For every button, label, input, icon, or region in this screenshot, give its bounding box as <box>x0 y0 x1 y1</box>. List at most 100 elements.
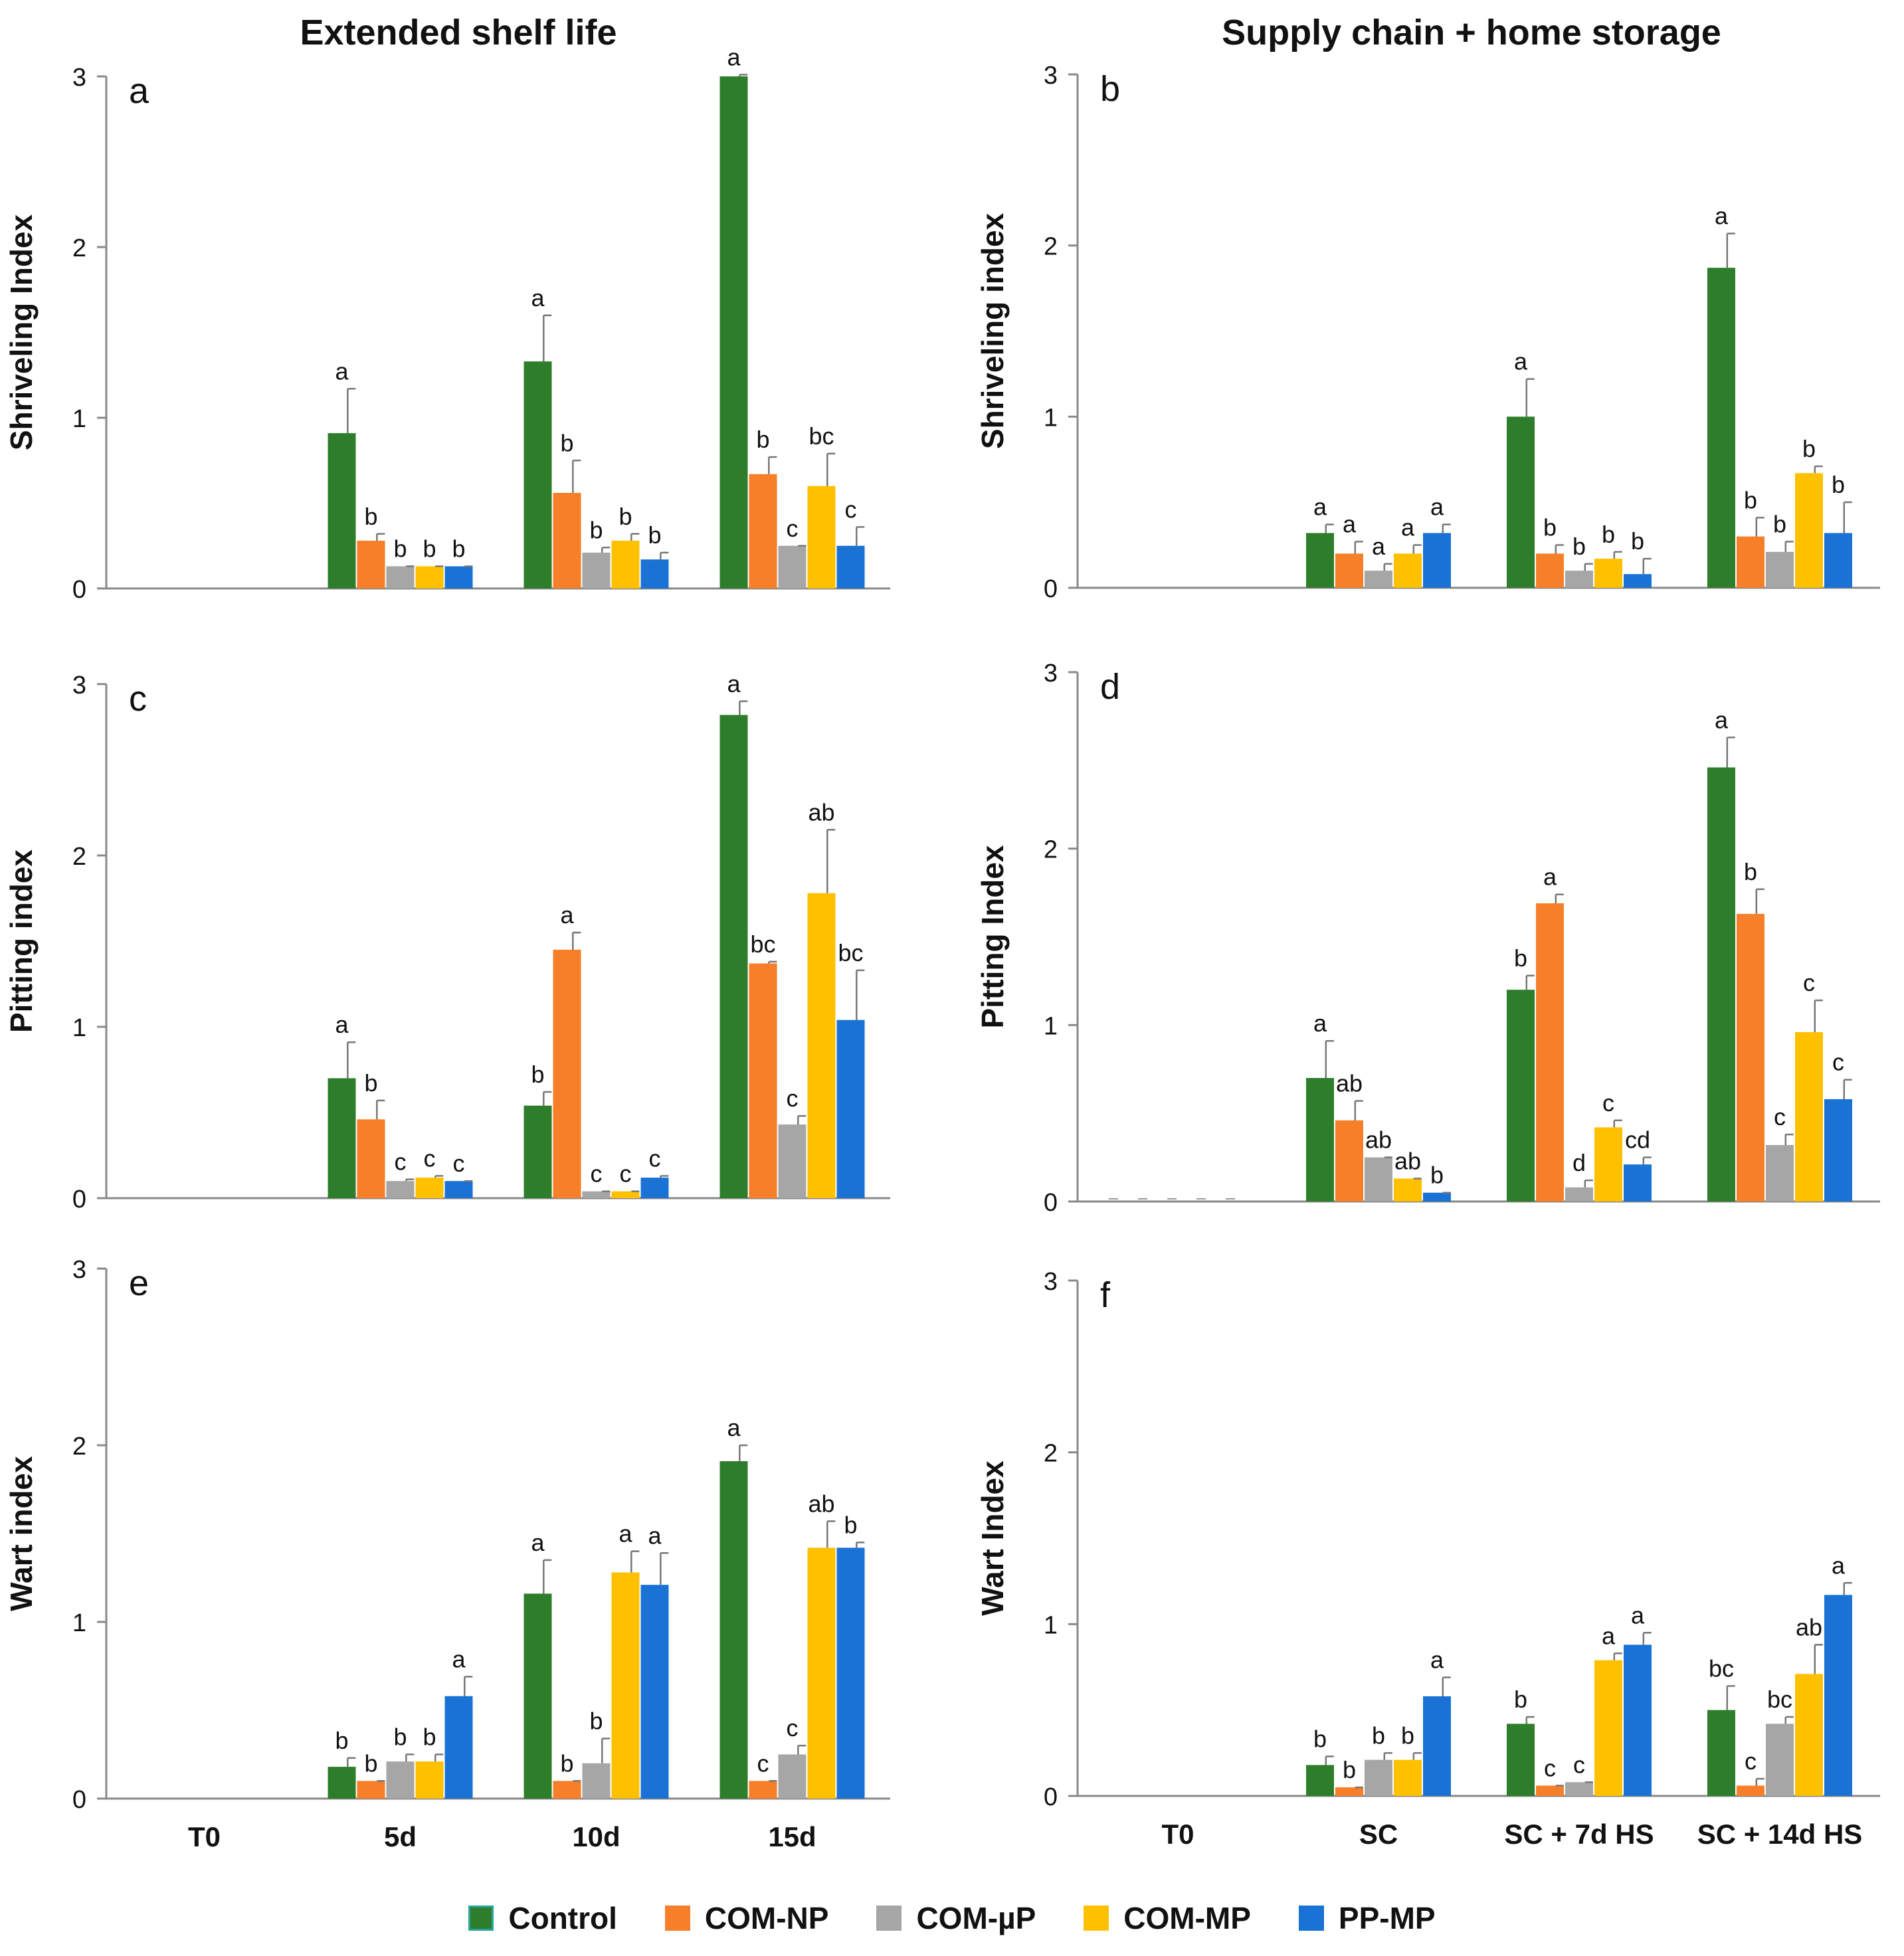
significance-letter-f-sc-7d-hs-control: b <box>1514 1686 1527 1713</box>
bar-c-15d-control <box>719 715 748 1198</box>
bar-b-sc-pp-mp <box>1423 533 1451 588</box>
legend-swatch-control <box>468 1906 494 1931</box>
significance-letter-e-15d-com-mp: ab <box>808 1490 834 1517</box>
bar-a-10d-control <box>524 361 552 588</box>
bar-f-sc-pp-mp <box>1423 1696 1451 1796</box>
significance-letter-e-10d-com-up: b <box>589 1708 603 1735</box>
y-tick-label-e-0: 0 <box>72 1786 86 1814</box>
significance-letter-a-10d-com-up: b <box>589 516 603 543</box>
y-tick-label-c-2: 2 <box>72 843 86 871</box>
y-tick-label-c-0: 0 <box>72 1186 86 1213</box>
panel-letter-b: b <box>1100 69 1120 109</box>
significance-letter-d-sc-7d-hs-com-up: d <box>1572 1149 1586 1176</box>
y-tick-label-a-3: 3 <box>72 64 86 92</box>
bar-c-10d-pp-mp <box>640 1178 669 1198</box>
significance-letter-a-15d-com-mp: bc <box>809 422 834 450</box>
bar-e-5d-com-up <box>386 1761 415 1799</box>
y-tick-label-c-1: 1 <box>72 1014 86 1042</box>
y-tick-label-b-0: 0 <box>1044 575 1058 603</box>
left-column-title: Extended shelf life <box>300 13 617 52</box>
x-tick-label-e-10d: 10d <box>572 1821 620 1852</box>
legend-swatch-com-up <box>876 1906 902 1931</box>
significance-letter-a-5d-control: a <box>335 357 349 385</box>
legend-label-control: Control <box>508 1901 617 1935</box>
bar-f-sc-14d-hs-control <box>1707 1710 1735 1796</box>
significance-letter-e-15d-com-up: c <box>787 1714 799 1741</box>
significance-letter-d-sc-14d-hs-com-mp: c <box>1803 969 1815 996</box>
bar-e-10d-com-mp <box>611 1572 640 1799</box>
bar-c-5d-com-up <box>386 1181 415 1198</box>
significance-letter-d-sc-pp-mp: b <box>1430 1162 1444 1189</box>
significance-letter-f-sc-com-mp: b <box>1401 1722 1414 1749</box>
significance-letter-f-sc-7d-hs-com-up: c <box>1573 1751 1585 1778</box>
bar-f-sc-com-mp <box>1394 1759 1422 1796</box>
x-tick-label-e-15d: 15d <box>768 1821 816 1852</box>
bar-a-5d-com-up <box>386 566 415 588</box>
bar-d-sc-7d-hs-com-mp <box>1594 1127 1622 1201</box>
bar-a-15d-control <box>719 76 748 588</box>
bar-c-5d-pp-mp <box>444 1181 473 1198</box>
significance-letter-a-10d-control: a <box>531 284 545 311</box>
y-tick-label-f-3: 3 <box>1044 1268 1058 1296</box>
panel-letter-f: f <box>1100 1275 1111 1315</box>
significance-letter-d-sc-7d-hs-com-mp: c <box>1602 1089 1614 1116</box>
bar-d-sc-com-mp <box>1394 1178 1422 1201</box>
significance-letter-b-sc-14d-hs-control: a <box>1715 203 1729 230</box>
significance-letter-d-sc-com-np: ab <box>1336 1070 1363 1097</box>
significance-letter-e-5d-pp-mp: a <box>452 1645 466 1672</box>
legend-item-control: Control <box>468 1900 617 1936</box>
bar-e-10d-com-up <box>582 1763 611 1799</box>
bar-b-sc-14d-hs-pp-mp <box>1824 533 1852 588</box>
significance-letter-d-sc-com-mp: ab <box>1394 1147 1421 1174</box>
y-tick-label-f-0: 0 <box>1044 1783 1058 1811</box>
legend-label-com-mp: COM-MP <box>1123 1901 1251 1935</box>
bar-c-15d-com-np <box>749 963 777 1198</box>
significance-letter-b-sc-14d-hs-com-mp: b <box>1802 435 1816 462</box>
significance-letter-d-sc-control: a <box>1313 1010 1327 1037</box>
legend-swatch-com-mp <box>1084 1906 1109 1931</box>
significance-letter-d-sc-7d-hs-com-np: a <box>1543 863 1557 891</box>
significance-letter-b-sc-14d-hs-pp-mp: b <box>1832 471 1845 498</box>
significance-letter-b-sc-7d-hs-pp-mp: b <box>1631 527 1644 555</box>
significance-letter-c-5d-com-np: b <box>364 1069 377 1097</box>
bar-c-5d-control <box>328 1078 356 1198</box>
bar-a-5d-com-mp <box>415 566 444 588</box>
bar-d-sc-7d-hs-pp-mp <box>1624 1164 1652 1201</box>
legend-item-com-mp: COM-MP <box>1084 1900 1251 1936</box>
bar-e-10d-control <box>524 1593 552 1799</box>
bar-a-15d-com-np <box>749 474 777 588</box>
significance-letter-a-10d-com-np: b <box>560 429 573 456</box>
y-tick-label-e-2: 2 <box>72 1433 86 1461</box>
significance-letter-c-5d-control: a <box>335 1011 349 1038</box>
bar-f-sc-com-np <box>1335 1787 1363 1796</box>
significance-letter-b-sc-com-mp: a <box>1401 514 1415 541</box>
significance-letter-e-5d-com-up: b <box>393 1724 407 1751</box>
significance-letter-b-sc-7d-hs-control: a <box>1514 348 1528 375</box>
significance-letter-e-5d-com-mp: b <box>423 1724 436 1751</box>
x-tick-label-f-sc-7d-hs: SC + 7d HS <box>1504 1819 1654 1850</box>
significance-letter-c-15d-pp-mp: bc <box>838 939 863 966</box>
y-tick-label-b-3: 3 <box>1044 62 1058 90</box>
significance-letter-f-sc-14d-hs-com-mp: ab <box>1796 1613 1822 1641</box>
significance-letter-e-10d-com-mp: a <box>619 1520 632 1548</box>
bar-e-15d-com-mp <box>807 1548 836 1799</box>
significance-letter-c-10d-com-np: a <box>560 901 574 929</box>
bar-e-5d-com-mp <box>415 1761 444 1799</box>
significance-letter-c-5d-com-mp: c <box>424 1144 436 1172</box>
bar-c-15d-pp-mp <box>836 1020 865 1198</box>
legend: Control COM-NP COM-µP COM-MP PP-MP <box>0 1892 1904 1945</box>
bar-b-sc-com-mp <box>1394 553 1422 588</box>
significance-letter-d-sc-14d-hs-com-np: b <box>1744 858 1757 885</box>
significance-letter-a-15d-com-up: c <box>787 515 799 542</box>
significance-letter-c-10d-control: b <box>531 1061 544 1088</box>
bar-d-sc-com-np <box>1335 1120 1363 1201</box>
x-tick-label-e-5d: 5d <box>384 1821 417 1852</box>
bar-f-sc-7d-hs-pp-mp <box>1624 1645 1652 1796</box>
significance-letter-f-sc-7d-hs-pp-mp: a <box>1631 1601 1645 1629</box>
significance-letter-c-5d-pp-mp: c <box>453 1150 465 1177</box>
y-tick-label-a-0: 0 <box>72 576 86 604</box>
bar-a-10d-com-mp <box>611 541 640 588</box>
significance-letter-a-10d-pp-mp: b <box>648 521 661 549</box>
significance-letter-b-sc-7d-hs-com-np: b <box>1543 514 1557 541</box>
bar-a-5d-com-np <box>357 541 385 588</box>
